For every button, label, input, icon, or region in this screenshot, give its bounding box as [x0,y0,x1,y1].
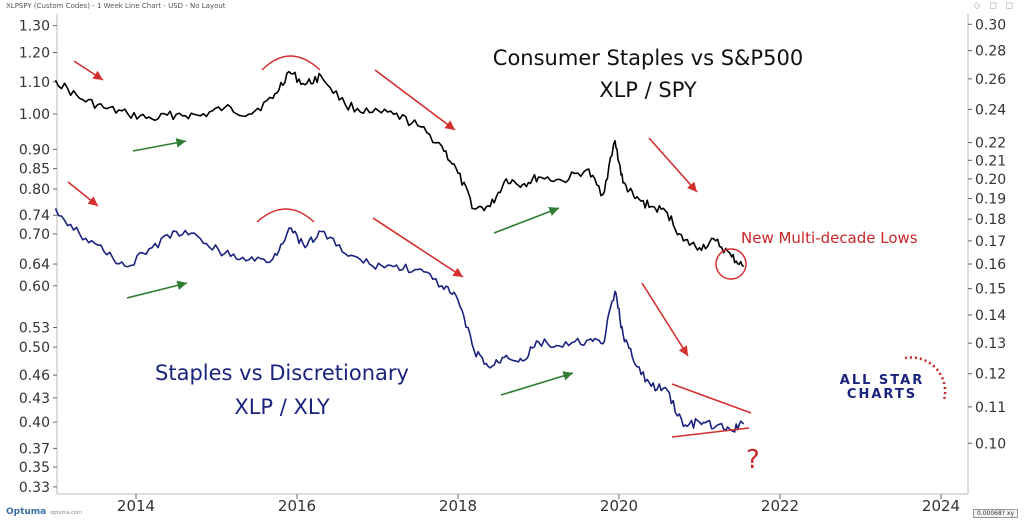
down-trend-arrow-icon [73,60,104,81]
left-tick-label: 0.64 [19,257,50,273]
all-star-charts-logo: ALL STAR CHARTS [840,356,947,402]
right-tick-label: 0.20 [975,172,1006,188]
right-tick-label: 0.26 [975,72,1006,88]
left-tick-label: 0.85 [19,162,50,178]
chart-title-spy: Consumer Staples vs S&P500 [493,46,803,70]
up-trend-arrow-icon [126,280,188,299]
right-tick-label: 0.14 [975,308,1006,324]
current-value-badge: 0.00068? xy [972,509,1018,518]
right-tick-label: 0.18 [975,212,1006,228]
right-tick-label: 0.12 [975,367,1006,383]
left-tick-label: 1.20 [19,46,50,62]
left-tick-label: 1.00 [19,107,50,123]
up-trend-arrow-icon [132,138,187,152]
up-trend-arrow-icon [493,206,560,234]
left-tick-label: 0.50 [19,340,50,356]
optuma-logo-text: Optuma [6,507,47,517]
left-tick-label: 0.46 [19,368,50,384]
chart-subtitle-spy: XLP / SPY [599,78,697,102]
left-tick-label: 0.60 [19,279,50,295]
x-tick-label: 2020 [600,497,638,515]
left-tick-label: 0.53 [19,320,50,336]
window-controls-icon[interactable]: ◇ ◻ ◻ [973,1,1016,11]
left-tick-label: 0.33 [19,480,50,496]
chart-title-xly: Staples vs Discretionary [155,361,409,385]
right-tick-label: 0.15 [975,282,1006,298]
down-trend-arrow-icon [372,217,464,278]
new-lows-circle [715,248,747,280]
triangle-upper-line [671,383,752,414]
current-value-text: 0.00068? [976,510,1005,517]
x-tick-label: 2014 [117,497,155,515]
left-tick-label: 0.37 [19,441,50,457]
optuma-url: optuma.com [50,510,82,516]
triangle-lower-line [671,427,750,438]
trend-arrows [67,60,698,396]
right-tick-label: 0.30 [975,17,1006,33]
value-badge-suffix: xy [1006,510,1014,517]
top-arc-spy [261,55,321,71]
left-tick-label: 0.80 [19,182,50,198]
right-tick-label: 0.28 [975,44,1006,60]
right-tick-label: 0.11 [975,400,1006,416]
x-tick-label: 2016 [278,497,316,515]
x-axis: 2014 2016 2018 2020 2022 2024 [117,494,960,515]
right-tick-label: 0.17 [975,234,1006,250]
right-tick-label: 0.16 [975,257,1006,273]
right-tick-label: 0.13 [975,336,1006,352]
x-tick-label: 2024 [922,497,960,515]
right-tick-label: 0.10 [975,436,1006,452]
right-tick-label: 0.22 [975,136,1006,152]
new-lows-annotation: New Multi-decade Lows [741,229,918,247]
left-tick-label: 0.74 [19,208,50,224]
left-tick-label: 0.70 [19,227,50,243]
xlp-spy-line [54,70,745,268]
optuma-brand: Optuma optuma.com [6,507,82,517]
down-trend-arrow-icon [67,181,99,207]
right-tick-label: 0.24 [975,102,1006,118]
x-tick-label: 2018 [439,497,477,515]
x-tick-label: 2022 [761,497,799,515]
logo-line1: ALL STAR [840,373,924,388]
down-trend-arrow-icon [648,137,698,193]
series-lines [54,70,745,433]
left-tick-label: 0.43 [19,391,50,407]
question-mark-annotation: ? [746,445,760,475]
left-tick-label: 1.10 [19,75,50,91]
logo-line2: CHARTS [847,387,917,402]
left-tick-label: 1.30 [19,19,50,35]
right-y-axis: 0.30 0.28 0.26 0.24 0.220.21 0.20 0.19 0.18 0.17… [968,17,1006,452]
xlp-xly-line [54,208,745,433]
left-tick-label: 0.35 [19,460,50,476]
left-tick-label: 0.40 [19,415,50,431]
down-trend-arrow-icon [374,69,456,131]
left-tick-label: 0.90 [19,142,50,158]
right-tick-label: 0.19 [975,191,1006,207]
right-tick-label: 0.21 [975,153,1006,169]
top-arc-xly [256,208,315,223]
chart-subtitle-xly: XLP / XLY [234,395,329,419]
down-trend-arrow-icon [641,282,689,357]
chart-header-title: XLPSPY (Custom Codes) - 1 Week Line Char… [6,2,226,10]
left-y-axis: 1.30 1.20 1.10 1.00 0.90 0.85 0.80 0.74 0.70 0.64… [19,19,57,496]
up-trend-arrow-icon [500,371,574,396]
